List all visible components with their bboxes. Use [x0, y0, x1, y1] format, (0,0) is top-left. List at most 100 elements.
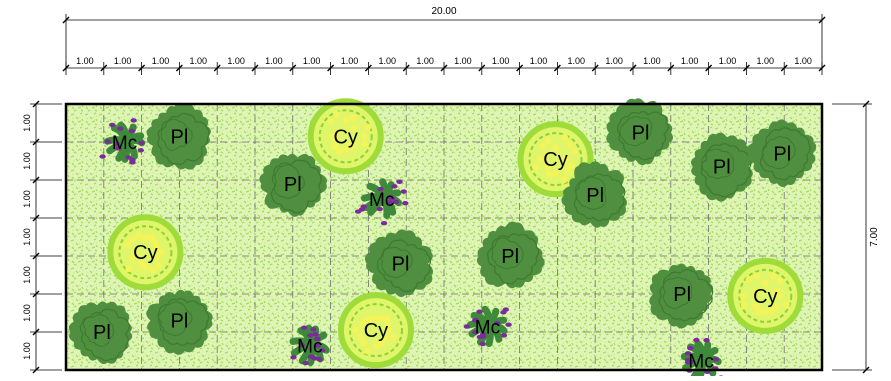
- shrub-texture: [376, 239, 432, 293]
- mc-flower: [104, 139, 112, 144]
- cycas-leaf-dot: [327, 117, 335, 125]
- mc-flower: [400, 189, 407, 194]
- mc-flower: [472, 317, 480, 323]
- column-dimension-label: 1.00: [265, 56, 283, 66]
- mc-flower: [480, 331, 487, 337]
- plant-pl: Pl: [476, 221, 545, 289]
- cycas-canopy: [337, 292, 414, 369]
- plant-code-label: Pl: [171, 311, 189, 333]
- cycas-leaf-dot: [769, 272, 777, 280]
- cycas-inner-ring: [348, 303, 403, 358]
- dimension-tick: [364, 64, 372, 72]
- shrub-canopy: [68, 301, 133, 365]
- plant-cy: Cy: [307, 98, 384, 175]
- shrub-canopy: [649, 263, 714, 329]
- shrub-texture: [662, 276, 693, 309]
- dimension-tick: [818, 64, 826, 72]
- cycas-leaf-dot: [740, 301, 748, 309]
- shrub-texture: [273, 164, 305, 199]
- row-dimension-label: 1.00: [22, 190, 32, 208]
- shrub-texture: [157, 298, 210, 346]
- plant-code-label: Mc: [369, 190, 394, 211]
- cycas-leaf-dot: [342, 116, 350, 124]
- plant-code-label: Pl: [171, 126, 189, 148]
- mc-flower: [380, 221, 388, 226]
- dimension-tick: [62, 16, 70, 24]
- dimension-tick: [327, 64, 335, 72]
- shrub-texture: [270, 159, 322, 214]
- cycas-leaf-dot: [563, 167, 571, 175]
- dimension-tick: [32, 100, 40, 108]
- column-dimension-label: 1.00: [568, 56, 586, 66]
- cycas-leaf-dot: [776, 277, 784, 285]
- shrub-texture: [79, 308, 130, 362]
- cycas-leaf-dot: [356, 333, 364, 341]
- dimension-tick: [553, 64, 561, 72]
- cycas-leaf-dot: [739, 292, 747, 300]
- column-dimension-label: 1.00: [341, 56, 359, 66]
- column-dimension-label: 1.00: [303, 56, 321, 66]
- cycas-leaf-dot: [148, 233, 156, 241]
- column-dimension-label: 1.00: [530, 56, 548, 66]
- cycas-leaf-dot: [536, 155, 544, 163]
- cycas-leaf-dot: [153, 253, 161, 261]
- cycas-leaf-dot: [155, 262, 163, 270]
- mc-flower: [703, 337, 710, 343]
- shrub-texture: [701, 148, 735, 179]
- cycas-leaf-dot: [157, 248, 165, 256]
- cycas-leaf-dot: [137, 260, 145, 268]
- dimension-tick: [138, 64, 146, 72]
- mc-flower: [502, 307, 510, 312]
- mc-flower: [318, 348, 326, 353]
- cycas-leaf-dot: [755, 308, 763, 316]
- plant-code-label: Pl: [93, 322, 111, 344]
- plant-code-label: Pl: [501, 246, 519, 268]
- mc-flower: [117, 126, 124, 131]
- plant-code-label: Mc: [297, 336, 322, 357]
- mc-leaf: [121, 132, 145, 146]
- plant-cy: Cy: [727, 257, 804, 334]
- dimension-tick: [289, 64, 297, 72]
- column-dimension-label: 1.00: [227, 56, 245, 66]
- plant-code-label: Cy: [333, 126, 357, 148]
- plant-pl: Pl: [364, 229, 434, 297]
- mc-flower: [300, 325, 308, 330]
- mc-flower: [312, 332, 319, 337]
- mc-flower: [354, 209, 362, 214]
- cycas-leaf-dot: [768, 307, 776, 315]
- shrub-texture: [157, 112, 210, 166]
- plant-code-label: Cy: [543, 149, 567, 171]
- mc-flower: [687, 346, 694, 351]
- plant-code-label: Pl: [284, 174, 302, 196]
- cycas-leaf-dot: [359, 339, 367, 347]
- cycas-leaf-dot: [383, 315, 391, 323]
- cycas-leaf-dot: [128, 254, 136, 262]
- cycas-leaf-dot: [552, 169, 560, 177]
- dimension-tick: [32, 176, 40, 184]
- cycas-leaf-dot: [351, 326, 359, 334]
- mc-flower: [391, 184, 398, 189]
- shrub-canopy: [606, 98, 674, 166]
- row-dimension-label: 1.00: [22, 342, 32, 360]
- cycas-leaf-dot: [752, 288, 760, 296]
- cycas-leaf-dot: [336, 147, 344, 155]
- plant-code-label: Mc: [688, 352, 713, 373]
- plant-pl: Pl: [690, 132, 753, 202]
- cycas-leaf-dot: [331, 143, 339, 151]
- mc-flower: [376, 206, 383, 212]
- shrub-texture: [487, 233, 540, 285]
- dimension-tick: [591, 64, 599, 72]
- cycas-leaf-dot: [385, 321, 393, 329]
- cycas-leaf-dot: [123, 241, 131, 249]
- cycas-leaf-dot: [362, 316, 370, 324]
- mc-flower: [298, 342, 305, 348]
- dimension-tick: [62, 64, 70, 72]
- cycas-leaf-dot: [333, 110, 341, 118]
- row-dimension-label: 1.00: [22, 152, 32, 170]
- dimension-tick: [32, 214, 40, 222]
- plant-cy: Cy: [517, 121, 594, 198]
- plant-cy: Cy: [337, 292, 414, 369]
- shrub-texture: [619, 115, 653, 147]
- cycas-leaf-dot: [152, 244, 160, 252]
